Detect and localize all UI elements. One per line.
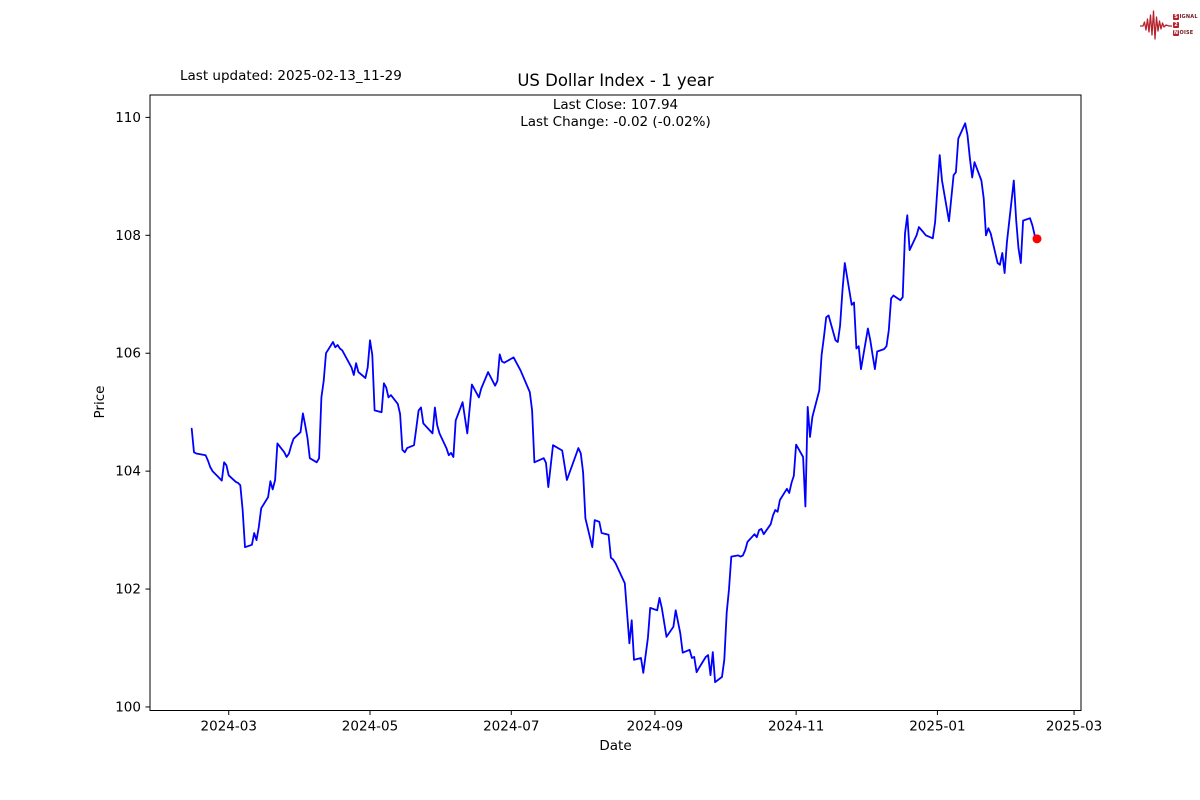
y-axis-label: Price [92,385,108,419]
waveform-icon [1140,10,1172,40]
y-tick-label: 102 [115,582,141,598]
logo-row-2: 2 [1173,22,1198,29]
y-tick-label: 108 [115,228,141,244]
x-tick-label: 2024-09 [627,719,683,735]
x-tick-label: 2024-11 [768,719,824,735]
x-tick-label: 2025-03 [1046,719,1102,735]
y-tick-label: 106 [115,346,141,362]
chart-subtitle: Last Close: 107.94 Last Change: -0.02 (-… [150,97,1081,131]
y-tick-label: 100 [115,699,141,715]
price-line [190,122,1038,684]
y-tick-label: 104 [115,464,141,480]
last-updated-text: Last updated: 2025-02-13_11-29 [180,68,402,84]
last-close-text: Last Close: 107.94 [552,97,679,113]
x-axis-label: Date [599,738,632,754]
x-tick-label: 2025-01 [909,719,965,735]
chart-title: US Dollar Index - 1 year [517,71,714,90]
y-tick-label: 110 [115,110,141,126]
logo-text: S IGNAL 2 N OISE [1173,14,1198,37]
x-tick-label: 2024-03 [201,719,257,735]
logo-row-signal: S IGNAL [1173,14,1198,20]
logo-row-noise: N OISE [1173,30,1194,36]
logo-letter-n: N [1173,30,1179,36]
last-close-marker [1032,234,1042,244]
last-change-text: Last Change: -0.02 (-0.02%) [520,114,711,130]
logo-letter-2: 2 [1173,22,1179,28]
x-tick-label: 2024-05 [342,719,398,735]
x-tick-label: 2024-07 [483,719,539,735]
logo-letter-s: S [1173,14,1179,20]
axes-spines [149,94,1082,711]
signal2noise-logo: S IGNAL 2 N OISE [1140,6,1198,44]
